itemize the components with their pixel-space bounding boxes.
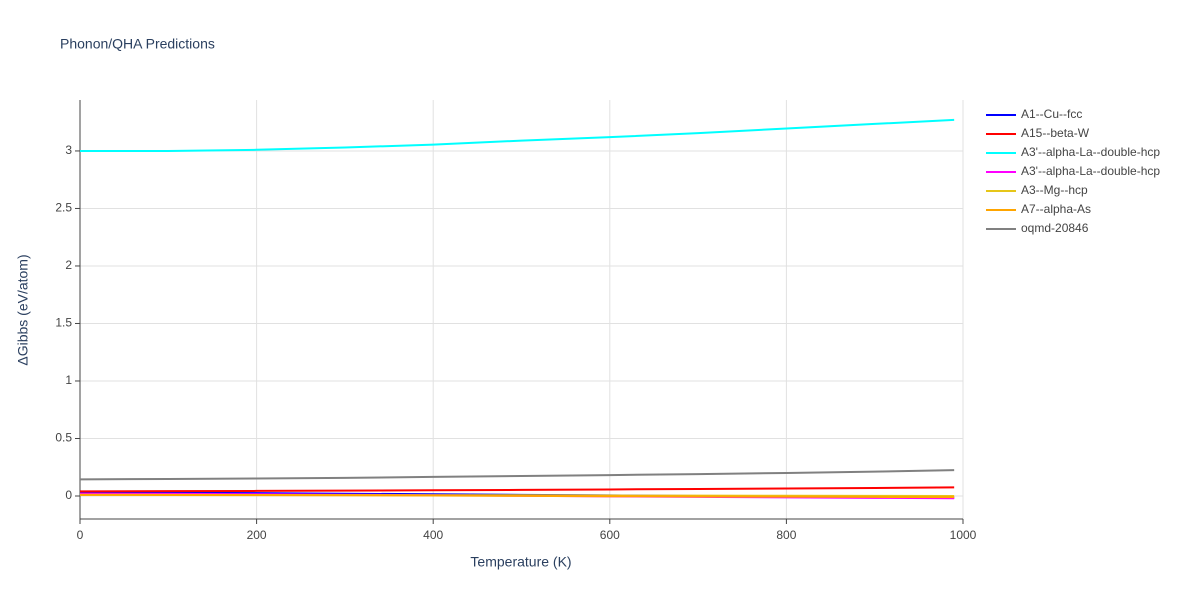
legend-label: A7--alpha-As — [1021, 202, 1091, 216]
legend-label: A1--Cu--fcc — [1021, 107, 1082, 121]
x-tick-label: 600 — [600, 528, 620, 542]
x-tick-label: 200 — [247, 528, 267, 542]
x-tick-label: 400 — [423, 528, 443, 542]
x-tick-label: 0 — [77, 528, 84, 542]
legend-label: A3--Mg--hcp — [1021, 183, 1088, 197]
y-tick-label: 3 — [65, 143, 72, 157]
x-axis-title: Temperature (K) — [470, 554, 571, 570]
series-line — [80, 118, 955, 152]
y-tick-label: 2.5 — [55, 201, 72, 215]
legend-label: A15--beta-W — [1021, 126, 1090, 140]
x-tick-label: 800 — [776, 528, 796, 542]
legend-label: oqmd-20846 — [1021, 221, 1089, 235]
y-tick-label: 0 — [65, 488, 72, 502]
series-line — [79, 486, 955, 493]
chart-title: Phonon/QHA Predictions — [60, 36, 215, 52]
y-tick-label: 1.5 — [55, 316, 72, 330]
y-tick-label: 0.5 — [55, 431, 72, 445]
series-line — [79, 493, 955, 499]
y-tick-label: 2 — [65, 258, 72, 272]
x-tick-label: 1000 — [950, 528, 977, 542]
legend-label: A3'--alpha-La--double-hcp — [1021, 164, 1160, 178]
series-line — [79, 469, 955, 481]
y-tick-label: 1 — [65, 373, 72, 387]
y-axis-title: ΔGibbs (eV/atom) — [15, 254, 31, 365]
legend-label: A3'--alpha-La--double-hcp — [1021, 145, 1160, 159]
